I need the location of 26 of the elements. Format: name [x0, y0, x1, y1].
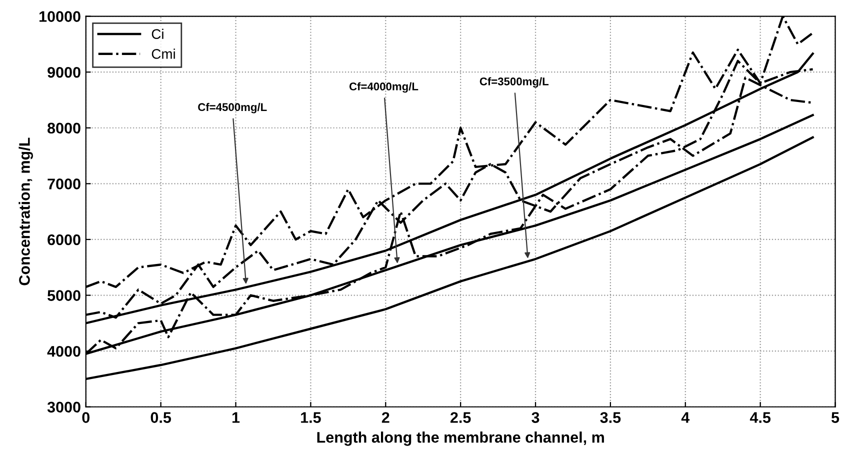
x-tick-label: 0	[82, 412, 90, 423]
y-tick-label: 6000	[48, 234, 80, 246]
x-tick-label: 2	[382, 412, 390, 423]
x-tick-label: 0.5	[150, 412, 172, 423]
legend-label: Cmi	[152, 48, 175, 59]
y-axis-title: Concentration, mg/L	[18, 138, 33, 286]
annotation: Cf=4500mg/L	[198, 102, 267, 114]
y-tick-label: 8000	[48, 122, 80, 134]
x-tick-label: 2.5	[450, 412, 471, 423]
y-tick-label: 9000	[48, 66, 80, 78]
y-tick-label: 7000	[48, 178, 80, 190]
x-tick-label: 4.5	[750, 412, 771, 423]
annotation: Cf=4000mg/L	[349, 82, 418, 93]
x-tick-label: 1.5	[301, 412, 321, 423]
x-tick-label: 1	[232, 412, 240, 423]
x-tick-label: 3	[532, 412, 540, 423]
legend-label: Ci	[152, 28, 164, 39]
x-axis-title: Length along the membrane channel, m	[317, 432, 604, 446]
x-tick-label: 4	[681, 412, 690, 423]
x-tick-label: 3.5	[600, 412, 621, 423]
y-tick-label: 3000	[47, 402, 80, 413]
annotation: Cf=3500mg/L	[480, 77, 549, 88]
y-tick-label: 4000	[47, 346, 80, 357]
y-tick-label: 10000	[40, 11, 80, 22]
y-tick-label: 5000	[48, 290, 80, 301]
x-tick-label: 5	[831, 412, 840, 423]
